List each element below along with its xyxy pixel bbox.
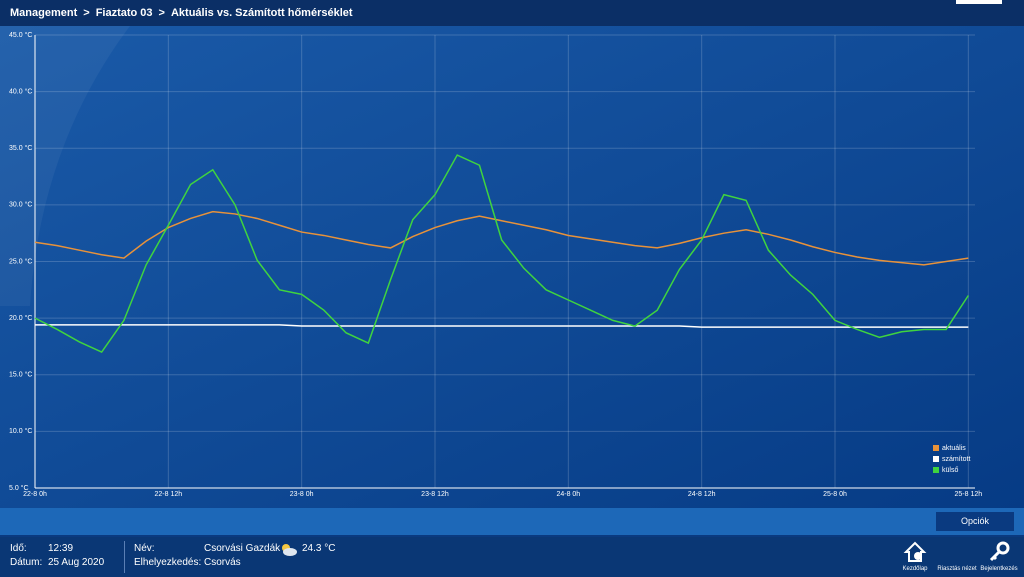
x-tick-label: 23-8 12h [421, 491, 449, 498]
y-tick-label: 30.0 °C [9, 201, 32, 209]
location-label: Elhelyezkedés: [134, 557, 202, 568]
y-tick-label: 20.0 °C [9, 314, 32, 322]
x-tick-label: 24-8 0h [556, 491, 580, 498]
x-tick-label: 25-8 0h [823, 491, 847, 498]
chart: 5.0 °C 10.0 °C 15.0 °C 20.0 °C 25.0 °C 30.0 °… [0, 26, 1024, 508]
time-label: Idő: [10, 543, 27, 554]
x-tick-label: 22-8 12h [155, 491, 183, 498]
alarm-icon [945, 540, 969, 564]
divider [124, 541, 125, 573]
name-label: Név: [134, 543, 155, 554]
legend-label: aktuális [942, 445, 966, 452]
nav-label: Kezdőlap [902, 566, 928, 572]
series-line [34, 210, 969, 266]
location: Csorvás [204, 557, 241, 568]
series-line [34, 154, 969, 354]
glare [0, 26, 130, 306]
top-box [956, 0, 1002, 4]
x-tick-label: 25-8 12h [955, 491, 983, 498]
date-label: Dátum: [10, 557, 43, 568]
nav-login[interactable]: Bejelentkezés [976, 540, 1022, 572]
date: 25 Aug 2020 [48, 557, 105, 568]
y-tick-label: 25.0 °C [9, 257, 32, 265]
y-tick-label: 40.0 °C [9, 87, 32, 95]
toolbar-strip [0, 508, 1024, 535]
nav-label: Riasztás nézet [937, 566, 977, 572]
separator: > [158, 7, 165, 19]
y-tick-label: 10.0 °C [9, 427, 32, 435]
temperature: 24.3 °C [302, 543, 336, 554]
legend-swatch [933, 445, 939, 451]
breadcrumb-current: Aktuális vs. Számított hőmérséklet [170, 7, 353, 19]
y-tick-label: 5.0 °C [9, 484, 29, 492]
chart-background [0, 26, 1024, 508]
breadcrumb-link[interactable]: Fiaztato 03 [95, 7, 153, 19]
time: 12:39 [48, 543, 74, 554]
x-tick-label: 24-8 12h [688, 491, 716, 498]
legend-swatch [933, 456, 939, 462]
options-button[interactable]: Opciók [936, 512, 1014, 531]
y-tick-label: 15.0 °C [9, 371, 32, 379]
legend-label: számított [942, 456, 970, 463]
x-tick-label: 23-8 0h [290, 491, 314, 498]
nav-alarm[interactable]: Riasztás nézet [934, 540, 980, 572]
breadcrumb-bar: Management > Fiaztato 03 > Aktuális vs. Szám… [0, 0, 1024, 26]
footer: Idő: 12:39 Dátum: 25 Aug 2020 Név: Csorv… [0, 537, 1024, 577]
x-tick-label: 22-8 0h [23, 491, 47, 498]
weather-icon [282, 544, 297, 556]
separator: > [83, 7, 90, 19]
y-tick-label: 35.0 °C [9, 144, 32, 152]
nav-home[interactable]: Kezdőlap [892, 540, 938, 572]
name: Csorvási Gazdák [204, 543, 281, 554]
series-line [35, 324, 969, 328]
home-icon [903, 541, 927, 562]
nav-label: Bejelentkezés [980, 566, 1018, 572]
key-icon [989, 541, 1010, 562]
y-tick-label: 45.0 °C [9, 31, 32, 39]
legend-swatch [933, 467, 939, 473]
legend-label: külső [942, 467, 958, 474]
breadcrumb-link[interactable]: Management [10, 7, 78, 19]
